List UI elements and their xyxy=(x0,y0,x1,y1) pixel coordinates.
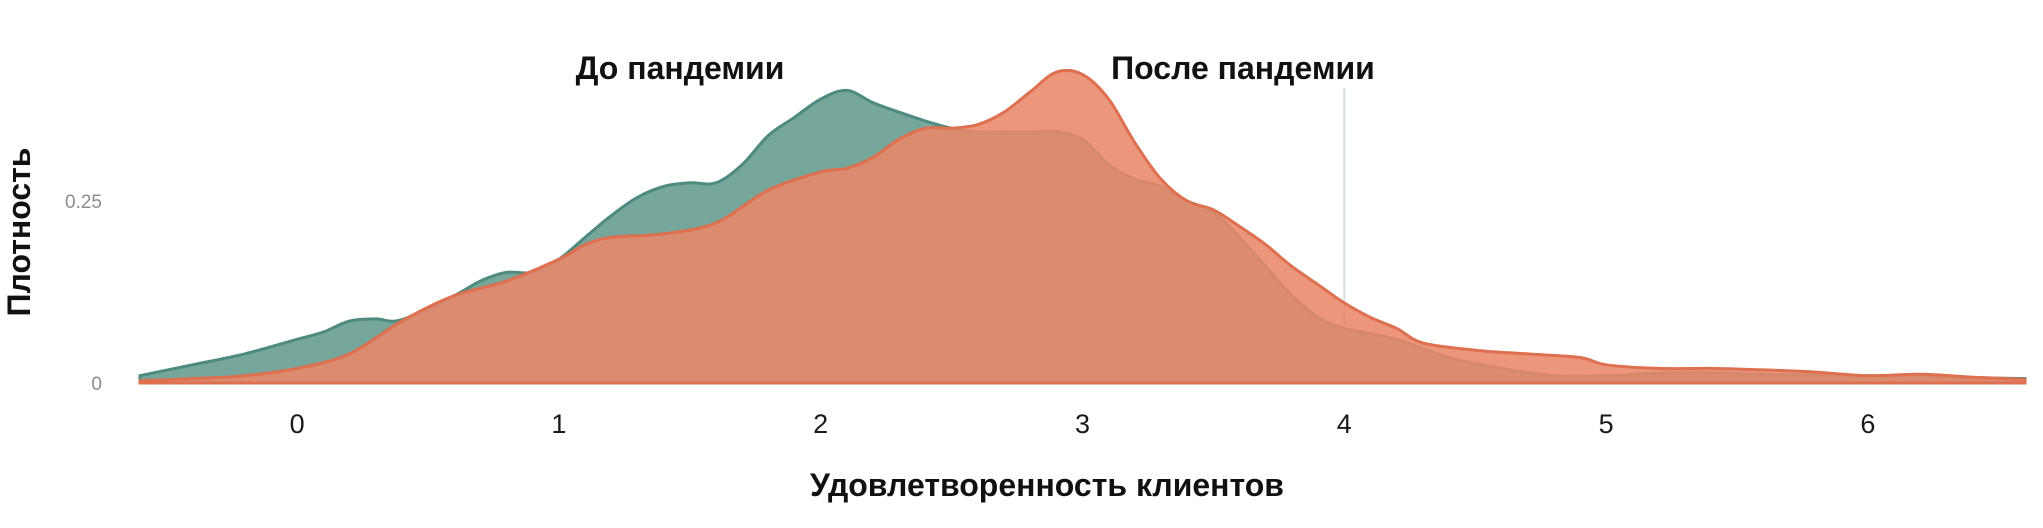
y-axis-title: Плотность xyxy=(1,148,37,317)
density-area-after-pandemic xyxy=(138,68,2027,385)
x-tick-label: 6 xyxy=(1860,409,1875,439)
series-label-before-pandemic: До пандемии xyxy=(576,50,785,86)
x-tick-label: 4 xyxy=(1337,409,1352,439)
x-axis-ticks: 0 1 2 3 4 5 6 xyxy=(290,409,1876,439)
x-tick-label: 0 xyxy=(290,409,305,439)
x-axis-title: Удовлетворенность клиентов xyxy=(810,467,1284,503)
x-tick-label: 3 xyxy=(1075,409,1090,439)
x-tick-label: 1 xyxy=(551,409,566,439)
y-tick-label: 0 xyxy=(91,374,102,395)
x-tick-label: 5 xyxy=(1599,409,1614,439)
density-areas xyxy=(138,68,2027,385)
x-tick-label: 2 xyxy=(813,409,828,439)
y-axis-ticks: 00.25 xyxy=(65,192,102,395)
y-tick-label: 0.25 xyxy=(65,192,102,213)
series-label-after-pandemic: После пандемии xyxy=(1111,50,1375,86)
